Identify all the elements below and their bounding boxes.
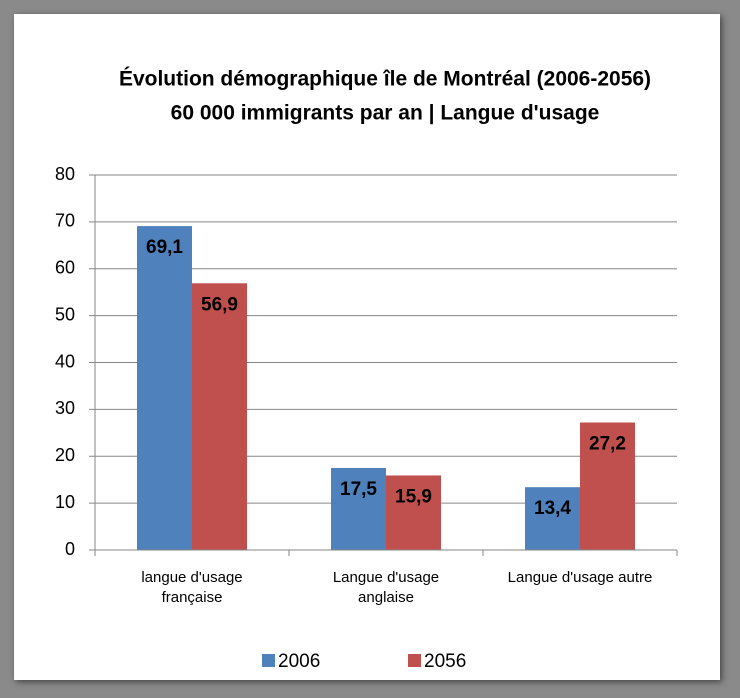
legend-swatch xyxy=(408,654,421,667)
x-tick-label: Langue d'usage anglaise xyxy=(332,569,440,606)
y-tick-label: 20 xyxy=(55,445,75,465)
bar xyxy=(386,475,441,550)
y-tick-label: 60 xyxy=(55,258,75,278)
chart-title: Évolution démographique île de Montréal … xyxy=(119,68,651,91)
value-label: 17,5 xyxy=(340,479,377,500)
y-tick-label: 0 xyxy=(65,539,75,559)
y-tick-label: 70 xyxy=(55,211,75,231)
y-tick-label: 40 xyxy=(55,351,75,371)
bar xyxy=(580,422,635,550)
x-tick-label: Langue d'usage autre xyxy=(507,569,653,586)
y-tick-label: 50 xyxy=(55,304,75,324)
bar xyxy=(331,467,386,550)
chart-subtitle: 60 000 immigrants par an | Langue d'usag… xyxy=(171,102,600,125)
y-tick-label: 80 xyxy=(55,164,75,184)
bar xyxy=(192,283,247,550)
x-tick-label: langue d'usage française xyxy=(141,569,243,606)
y-tick-label: 10 xyxy=(55,492,75,512)
y-tick-label: 30 xyxy=(55,398,75,418)
value-label: 69,1 xyxy=(146,237,183,258)
value-label: 27,2 xyxy=(589,434,626,455)
legend-label: 2006 xyxy=(278,651,320,672)
value-label: 56,9 xyxy=(201,294,238,315)
value-label: 15,9 xyxy=(395,486,432,507)
value-label: 13,4 xyxy=(534,498,571,519)
bar xyxy=(525,487,580,550)
legend-swatch xyxy=(262,654,275,667)
legend-label: 2056 xyxy=(424,651,466,672)
chart-panel xyxy=(14,14,720,680)
bar xyxy=(137,226,192,550)
